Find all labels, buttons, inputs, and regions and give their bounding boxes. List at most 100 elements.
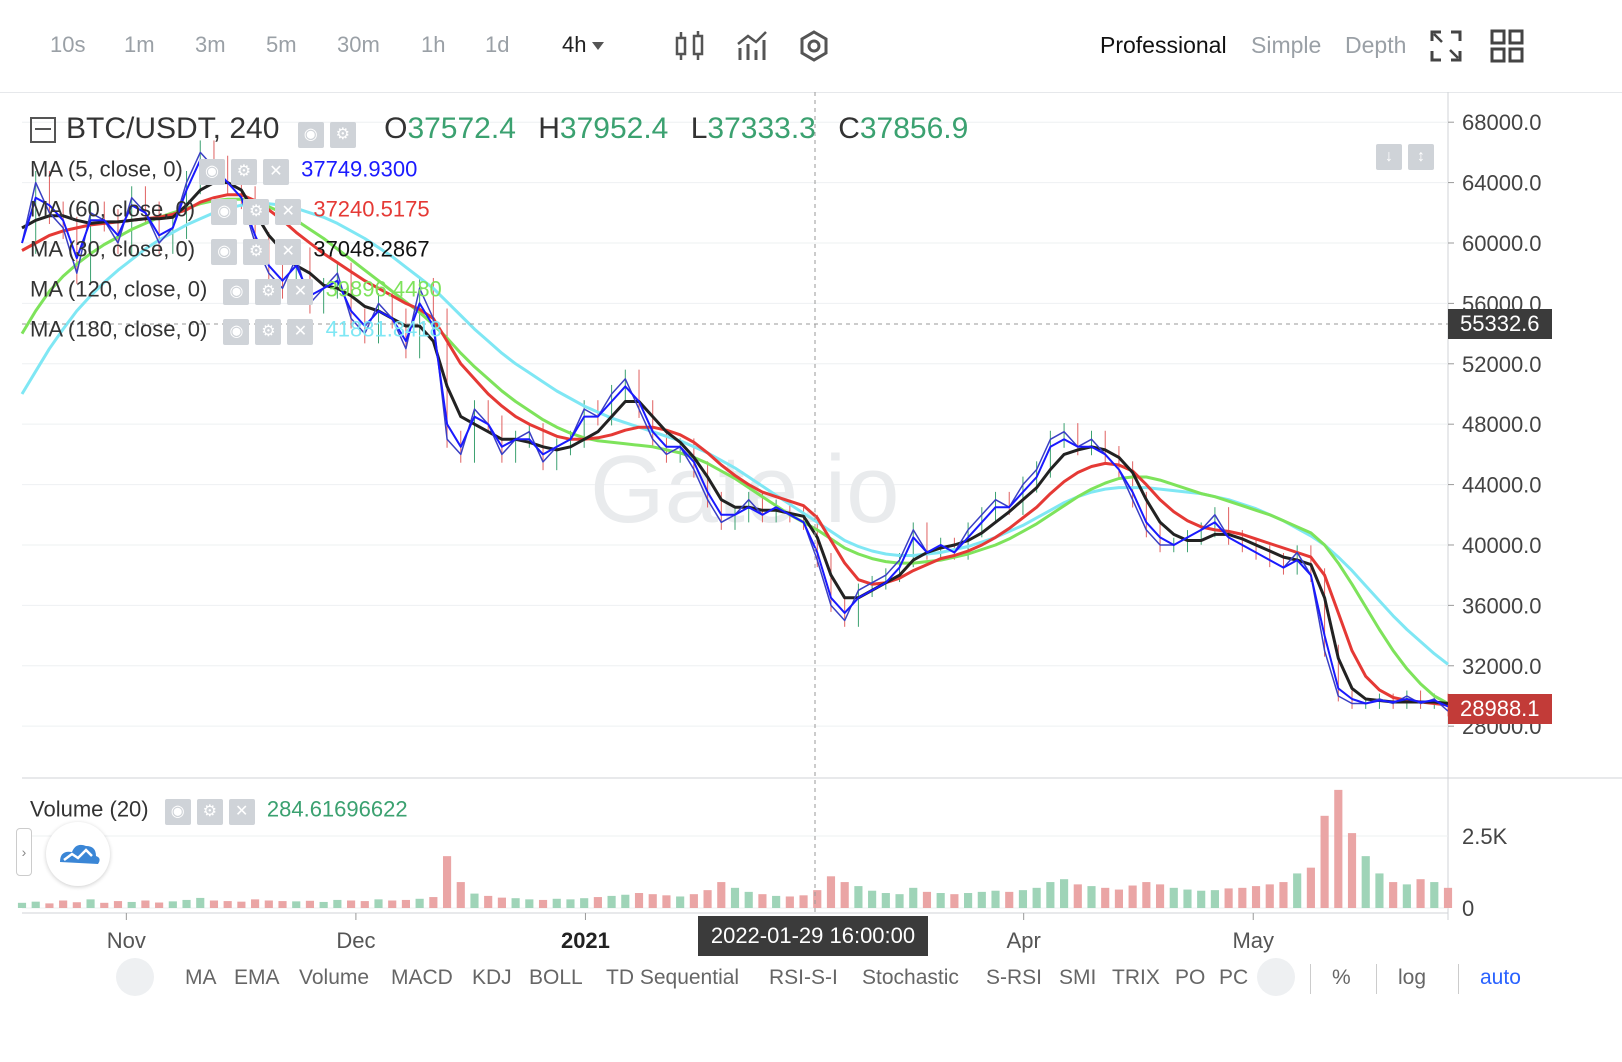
indicator-td-sequential[interactable]: TD Sequential xyxy=(606,966,740,989)
close-label: C xyxy=(838,112,860,145)
arrows-vertical-icon[interactable]: ↕ xyxy=(1408,144,1434,170)
volume-bar xyxy=(374,899,383,908)
indicator-ema[interactable]: EMA xyxy=(234,966,280,989)
eye-icon[interactable]: ◉ xyxy=(297,121,324,148)
indicator-trix[interactable]: TRIX xyxy=(1112,966,1160,989)
gear-icon[interactable]: ⚙ xyxy=(196,799,223,825)
divider xyxy=(1310,964,1311,994)
expand-panel-handle[interactable]: › xyxy=(16,828,32,876)
volume-bar xyxy=(415,898,424,908)
indicator-pc[interactable]: PC xyxy=(1219,966,1249,989)
log-scale-toggle[interactable]: log xyxy=(1398,966,1427,989)
interval-3m[interactable]: 3m xyxy=(195,32,226,57)
close-icon[interactable]: ✕ xyxy=(228,799,255,825)
volume-bar xyxy=(799,895,808,908)
volume-bar xyxy=(1443,887,1453,908)
gear-icon[interactable]: ⚙ xyxy=(230,159,257,185)
crosshair-time-tag: 2022-01-29 16:00:00 xyxy=(698,916,928,956)
volume-bar xyxy=(347,900,356,908)
volume-bar xyxy=(1183,889,1192,908)
indicator-volume[interactable]: Volume xyxy=(299,966,370,989)
volume-bar xyxy=(1005,891,1014,908)
settings-icon[interactable] xyxy=(796,28,832,64)
divider xyxy=(1376,964,1377,994)
volume-value: 284.61696622 xyxy=(266,796,408,822)
volume-bar xyxy=(196,897,205,908)
mode-depth[interactable]: Depth xyxy=(1345,32,1407,58)
volume-bar xyxy=(401,899,410,908)
indicators-icon[interactable] xyxy=(734,28,770,64)
indicator-stochastic[interactable]: Stochastic xyxy=(862,966,959,989)
volume-bar xyxy=(100,902,109,908)
volume-bar xyxy=(689,894,698,908)
chart-toolbar: 10s 1m 3m 5m 30m 1h 1d 4h Professional S… xyxy=(0,0,1622,93)
open-value: 37572.4 xyxy=(407,112,516,145)
close-icon[interactable]: ✕ xyxy=(287,319,314,345)
indicator-kdj[interactable]: KDJ xyxy=(472,966,512,989)
mode-simple[interactable]: Simple xyxy=(1251,32,1322,58)
fullscreen-icon[interactable] xyxy=(1428,28,1464,64)
indicator-po[interactable]: PO xyxy=(1175,966,1206,989)
ma180-value: 41881.8418 xyxy=(325,316,442,342)
gear-icon[interactable]: ⚙ xyxy=(255,319,282,345)
last-price: 28988.1 xyxy=(1460,696,1540,721)
close-icon[interactable]: ✕ xyxy=(287,279,314,305)
interval-5m[interactable]: 5m xyxy=(266,32,297,57)
interval-4h-dropdown[interactable]: 4h xyxy=(562,32,605,58)
eye-icon[interactable]: ◉ xyxy=(211,199,238,225)
close-icon[interactable]: ✕ xyxy=(275,199,302,225)
y-tick-label: 64000.0 xyxy=(1462,171,1542,196)
gear-icon[interactable]: ⚙ xyxy=(329,121,356,148)
percent-scale-toggle[interactable]: % xyxy=(1332,966,1351,989)
interval-1h[interactable]: 1h xyxy=(421,32,446,57)
volume-bar xyxy=(1224,888,1233,908)
ma60-label: MA (60, close, 0) xyxy=(30,196,196,222)
close-icon[interactable]: ✕ xyxy=(262,159,289,185)
ma120-value: 39896.4480 xyxy=(325,276,442,302)
eye-icon[interactable]: ◉ xyxy=(223,279,250,305)
interval-1d[interactable]: 1d xyxy=(485,32,510,57)
eye-icon[interactable]: ◉ xyxy=(198,159,225,185)
volume-bar xyxy=(292,901,301,908)
interval-10s[interactable]: 10s xyxy=(50,32,86,57)
grid-layout-icon[interactable] xyxy=(1489,28,1525,64)
volume-bar xyxy=(730,887,740,908)
indicator-s-rsi[interactable]: S-RSI xyxy=(986,966,1043,989)
cloud-chart-button[interactable] xyxy=(46,822,110,886)
indicator-smi[interactable]: SMI xyxy=(1059,966,1097,989)
indicator-macd[interactable]: MACD xyxy=(391,966,453,989)
ma30-value: 37048.2867 xyxy=(313,236,430,262)
x-tick-label: Nov xyxy=(107,928,146,953)
low-value: 37333.3 xyxy=(707,112,816,145)
eye-icon[interactable]: ◉ xyxy=(211,239,238,265)
indicator-rsi-s-i[interactable]: RSI-S-I xyxy=(769,966,838,989)
candlestick-icon[interactable] xyxy=(672,28,708,64)
gear-icon[interactable]: ⚙ xyxy=(255,279,282,305)
eye-icon[interactable]: ◉ xyxy=(223,319,250,345)
series-line-ma180 xyxy=(20,202,1449,666)
legend-buttons: ◉ ⚙ ✕ xyxy=(223,276,319,305)
interval-30m[interactable]: 30m xyxy=(337,32,380,57)
volume-label: Volume (20) xyxy=(30,796,149,822)
volume-bar xyxy=(662,895,671,908)
arrow-down-icon[interactable]: ↓ xyxy=(1376,144,1402,170)
eye-icon[interactable]: ◉ xyxy=(164,799,191,825)
mode-professional[interactable]: Professional xyxy=(1100,32,1227,58)
indicator-ma[interactable]: MA xyxy=(185,966,217,989)
ma5-legend: MA (5, close, 0) ◉ ⚙ ✕ 37749.9300 xyxy=(30,156,417,185)
indicator-boll[interactable]: BOLL xyxy=(529,966,583,989)
volume-bar xyxy=(1210,890,1219,908)
volume-bar xyxy=(621,894,630,908)
gear-icon[interactable]: ⚙ xyxy=(243,239,270,265)
ma5-value: 37749.9300 xyxy=(301,156,418,182)
auto-scale-toggle[interactable]: auto xyxy=(1480,966,1521,989)
interval-1m[interactable]: 1m xyxy=(124,32,155,57)
scroll-left-button[interactable] xyxy=(116,958,154,996)
price-chart[interactable]: Gate.io 68000.064000.060000.056000.05200… xyxy=(0,92,1622,958)
close-icon[interactable]: ✕ xyxy=(275,239,302,265)
volume-bar xyxy=(168,901,177,908)
gear-icon[interactable]: ⚙ xyxy=(243,199,270,225)
collapse-icon[interactable] xyxy=(30,117,56,144)
scroll-right-button[interactable] xyxy=(1257,958,1295,996)
crosshair-time: 2022-01-29 16:00:00 xyxy=(710,923,916,948)
